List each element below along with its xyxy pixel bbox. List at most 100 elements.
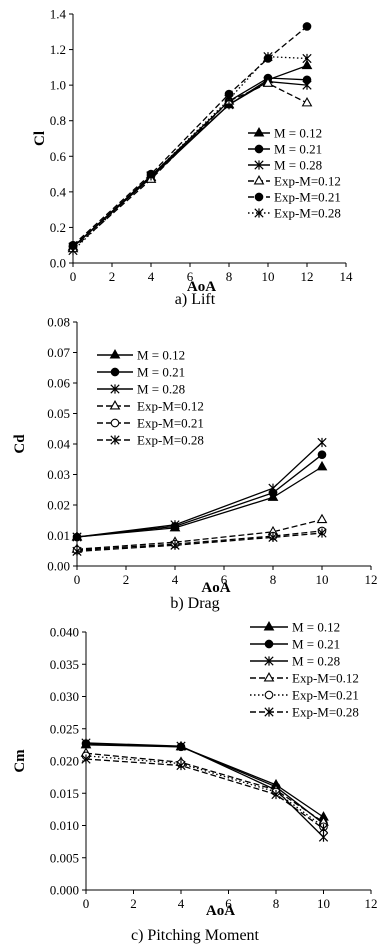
drag-legend-label: Exp-M=0.28	[137, 433, 204, 448]
lift-legend-item: M = 0.12	[248, 126, 322, 141]
drag-x-tick-label: 2	[123, 572, 130, 587]
pitching-moment-series-m-0-12	[80, 738, 329, 821]
drag-y-tick-label: 0.00	[47, 559, 70, 574]
pitching-moment-series-m-0-21	[81, 739, 328, 828]
pitching-moment-legend-marker	[264, 707, 274, 717]
drag-legend-item: M = 0.12	[97, 348, 185, 363]
drag-series-line	[76, 466, 323, 538]
pitching-moment-y-tick-label: 0.010	[50, 818, 79, 833]
lift-caption: a) Lift	[175, 291, 216, 308]
drag-legend-label: M = 0.21	[137, 365, 185, 380]
lift-series-exp-m-0-28	[68, 52, 312, 256]
pitching-moment-x-tick-label: 6	[225, 896, 232, 911]
pitching-moment-data-point	[176, 760, 186, 771]
lift-y-tick-label: 0.8	[50, 113, 66, 128]
drag-axes: 0 2 4 6 8 10 12 0.00 0.01 0.02 0.03 0.04 0.05 0.06 0.0…	[47, 315, 377, 588]
pitching-moment-legend-marker	[263, 621, 275, 631]
pitching-moment-series-m-0-28	[81, 738, 329, 842]
drag-legend-item: Exp-M=0.21	[97, 416, 204, 431]
pitching-moment-legend-item: M = 0.28	[250, 654, 340, 669]
pitching-moment-series-line	[85, 744, 324, 818]
pitching-moment-legend-label: Exp-M=0.28	[292, 705, 359, 720]
pitching-moment-legend-label: M = 0.12	[292, 620, 340, 635]
lift-y-tick-label: 0.6	[50, 149, 67, 164]
pitching-moment-series-line	[85, 752, 324, 823]
pitching-moment-data-point	[318, 832, 329, 842]
pitching-moment-x-tick-label: 8	[273, 896, 280, 911]
pitching-moment-legend-marker	[263, 672, 275, 682]
drag-legend-label: Exp-M=0.21	[137, 416, 204, 431]
drag-legend-marker	[110, 367, 120, 377]
pitching-moment-series-line	[85, 758, 324, 830]
lift-legend-marker	[253, 175, 265, 185]
pitching-moment-x-axis-label: AoA	[206, 903, 235, 919]
pitching-moment-y-tick-label: 0.035	[50, 657, 79, 672]
lift-data-point	[68, 245, 78, 256]
drag-legend-marker	[110, 435, 120, 445]
lift-legend-label: Exp-M=0.28	[274, 206, 341, 221]
drag-series-exp-m-0-21	[72, 526, 327, 555]
drag-series-m-0-21	[72, 450, 327, 542]
pitching-moment-y-tick-label: 0.020	[50, 754, 79, 769]
drag-data-point	[170, 520, 180, 530]
drag-legend-marker	[109, 400, 121, 410]
lift-x-tick-label: 4	[148, 269, 155, 284]
drag-chart: 0 2 4 6 8 10 12 0.00 0.01 0.02 0.03 0.04 0.05 0.06 0.0…	[12, 315, 378, 613]
drag-y-tick-label: 0.03	[47, 467, 70, 482]
pitching-moment-legend-item: M = 0.12	[250, 620, 340, 635]
drag-legend-marker	[109, 349, 121, 359]
pitching-moment-legend-marker	[264, 639, 274, 649]
lift-x-tick-label: 0	[70, 269, 77, 284]
lift-y-tick-label: 1.4	[50, 7, 67, 22]
lift-legend: M = 0.12M = 0.21M = 0.28Exp-M=0.12Exp-M=…	[248, 126, 341, 221]
lift-series-line	[72, 82, 308, 250]
drag-legend-label: M = 0.28	[137, 382, 185, 397]
drag-x-tick-label: 6	[221, 572, 228, 587]
pitching-moment-series-exp-m-0-28	[81, 754, 329, 834]
drag-data-point	[72, 532, 82, 542]
drag-data-point	[316, 513, 328, 524]
lift-legend-item: M = 0.21	[248, 142, 322, 157]
drag-series-line	[76, 441, 323, 538]
pitching-moment-y-axis-label: Cm	[12, 749, 28, 773]
lift-legend-label: Exp-M=0.12	[274, 174, 341, 189]
drag-series-m-0-28	[72, 437, 327, 542]
drag-y-tick-label: 0.07	[47, 345, 70, 360]
lift-series-line	[72, 80, 308, 248]
lift-y-tick-label: 0.2	[50, 220, 66, 235]
pitching-moment-series-line	[85, 742, 324, 825]
pitching-moment-data-point	[318, 824, 329, 834]
lift-legend-label: M = 0.21	[274, 142, 322, 157]
pitching-moment-series-exp-m-0-12	[80, 747, 329, 826]
lift-legend-item: Exp-M=0.21	[248, 190, 341, 205]
lift-y-tick-label: 0.4	[50, 184, 67, 199]
pitching-moment-legend-label: M = 0.28	[292, 654, 340, 669]
lift-legend-marker	[253, 127, 265, 137]
pitching-moment-legend-label: Exp-M=0.21	[292, 688, 359, 703]
lift-legend-marker	[254, 160, 264, 170]
pitching-moment-legend-item: Exp-M=0.21	[250, 688, 359, 703]
drag-x-tick-label: 10	[316, 572, 329, 587]
pitching-moment-series-line	[85, 755, 324, 828]
pitching-moment-legend-item: Exp-M=0.28	[250, 705, 359, 720]
drag-x-tick-label: 0	[74, 572, 81, 587]
drag-y-tick-label: 0.02	[47, 498, 70, 513]
drag-legend-item: Exp-M=0.28	[97, 433, 204, 448]
lift-legend-marker	[254, 192, 264, 202]
lift-x-tick-label: 12	[301, 269, 314, 284]
drag-data-point	[170, 540, 180, 550]
pitching-moment-legend-marker	[264, 690, 274, 700]
pitching-moment-caption: c) Pitching Moment	[131, 927, 260, 944]
drag-y-tick-label: 0.06	[47, 376, 70, 391]
drag-series-line	[76, 454, 323, 538]
pitching-moment-y-tick-label: 0.030	[50, 689, 79, 704]
pitching-moment-data-point	[271, 789, 281, 800]
drag-series-line	[76, 530, 323, 551]
lift-data-point	[302, 80, 312, 90]
drag-data-point	[268, 483, 278, 493]
drag-data-point	[317, 450, 327, 460]
pitching-moment-x-tick-label: 0	[83, 896, 90, 911]
lift-data-point	[262, 77, 274, 87]
pitching-moment-x-tick-label: 10	[317, 896, 330, 911]
lift-x-tick-label: 10	[262, 269, 275, 284]
